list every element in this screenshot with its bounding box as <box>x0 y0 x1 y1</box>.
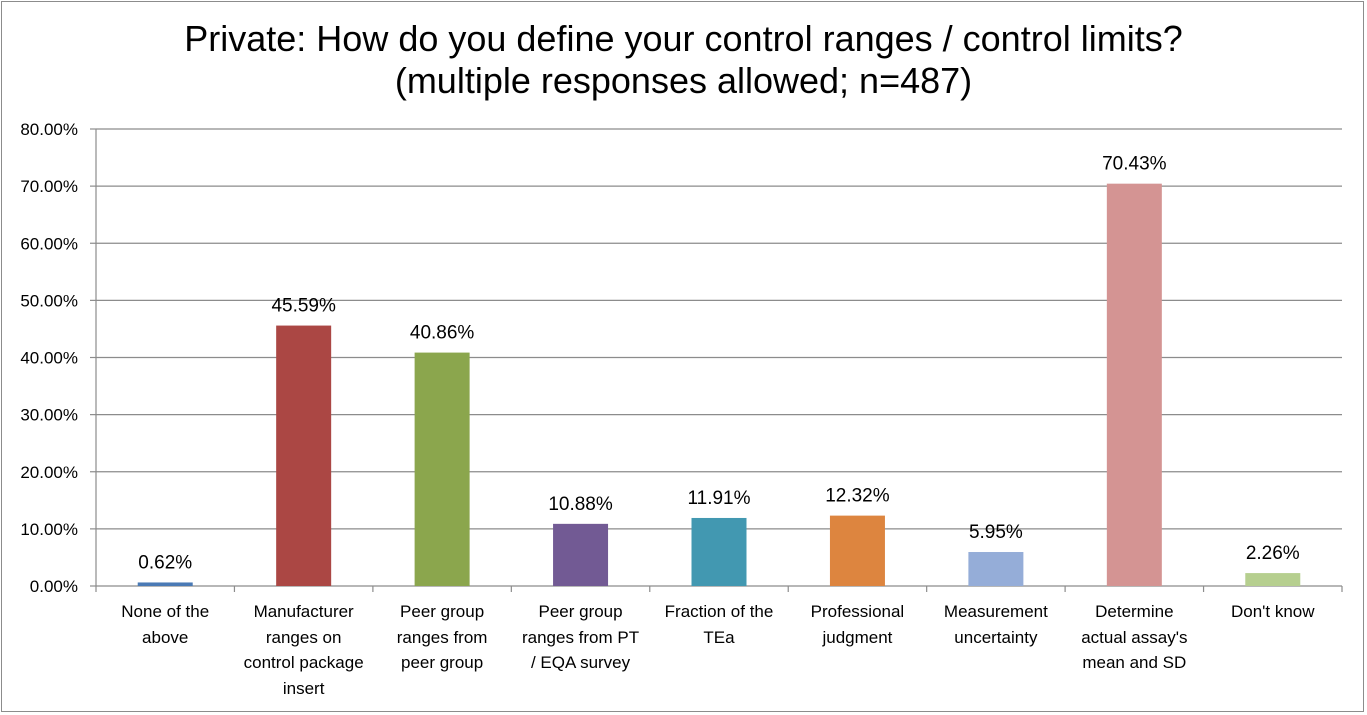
x-tick-label-line: Manufacturer <box>253 602 354 621</box>
x-tick-label-line: / EQA survey <box>530 653 631 672</box>
x-tick-label: Manufacturer ranges on control package inse… <box>236 599 372 701</box>
data-label: 45.59% <box>271 296 336 317</box>
x-tick-label-line: Don't know <box>1230 602 1315 621</box>
x-tick-label: None of the above <box>97 599 233 650</box>
x-tick-label: Peer group ranges from PT / EQA survey <box>513 599 649 676</box>
x-tick-label: Don't know <box>1205 599 1341 625</box>
data-label: 11.91% <box>687 488 750 509</box>
data-label: 5.95% <box>969 522 1023 543</box>
bar <box>137 582 193 586</box>
x-tick-label: Professional judgment <box>789 599 925 650</box>
bar <box>691 517 747 586</box>
data-label: 10.88% <box>548 494 613 515</box>
x-tick-label-line: TEa <box>703 627 735 647</box>
x-tick-label-line: Peer group <box>538 602 623 621</box>
x-tick-label-line: mean and SD <box>1082 653 1187 672</box>
data-label: 70.43% <box>1102 154 1167 175</box>
y-tick-label: 60.00% <box>20 234 78 253</box>
x-tick-label: Peer group ranges from peer group <box>374 599 510 676</box>
data-label: 40.86% <box>410 323 475 344</box>
data-label: 2.26% <box>1246 543 1300 564</box>
chart-title-line-2: (multiple responses allowed; n=487) <box>394 60 973 101</box>
data-label: 12.32% <box>825 486 890 507</box>
x-tick-label-line: insert <box>282 678 325 698</box>
x-tick-label-line: judgment <box>822 627 893 647</box>
y-tick-label: 30.00% <box>20 406 78 425</box>
x-tick-label-line: Determine <box>1095 602 1174 621</box>
y-tick-label: 80.00% <box>20 120 78 139</box>
x-tick-label-line: ranges from PT <box>521 627 640 647</box>
chart-title: Private: How do you define your control … <box>0 18 1367 102</box>
x-tick-label-line: uncertainty <box>954 627 1038 647</box>
bar <box>414 352 470 586</box>
chart-title-line-1: Private: How do you define your control … <box>184 18 1183 59</box>
x-tick-label-line: above <box>142 627 189 647</box>
x-tick-label-line: Professional <box>810 602 905 621</box>
x-tick-label-line: peer group <box>400 653 484 672</box>
y-tick-label: 0.00% <box>30 577 78 596</box>
x-tick-label: Determine actual assay's mean and SD <box>1066 599 1202 676</box>
x-tick-label-line: Peer group <box>400 602 485 621</box>
bar <box>968 552 1024 586</box>
x-tick-label: Fraction of the TEa <box>651 599 787 650</box>
bar <box>1106 183 1162 586</box>
y-tick-label: 10.00% <box>20 520 78 539</box>
x-tick-label: Measurement uncertainty <box>928 599 1064 650</box>
x-tick-label-line: Measurement <box>943 602 1048 621</box>
x-tick-label-line: control package <box>243 653 364 672</box>
data-label: 0.62% <box>138 552 192 573</box>
y-tick-label: 40.00% <box>20 349 78 368</box>
bar <box>1245 573 1301 586</box>
bar <box>553 523 609 586</box>
y-tick-label: 20.00% <box>20 463 78 482</box>
x-tick-label-line: actual assay's <box>1081 627 1188 647</box>
bar <box>276 325 332 586</box>
y-tick-label: 70.00% <box>20 177 78 196</box>
y-tick-label: 50.00% <box>20 291 78 310</box>
x-tick-label-line: ranges on <box>265 627 342 647</box>
x-tick-label-line: Fraction of the <box>664 602 774 621</box>
x-tick-label-line: None of the <box>121 602 210 621</box>
x-tick-label-line: ranges from <box>396 627 488 647</box>
bar <box>829 515 885 586</box>
